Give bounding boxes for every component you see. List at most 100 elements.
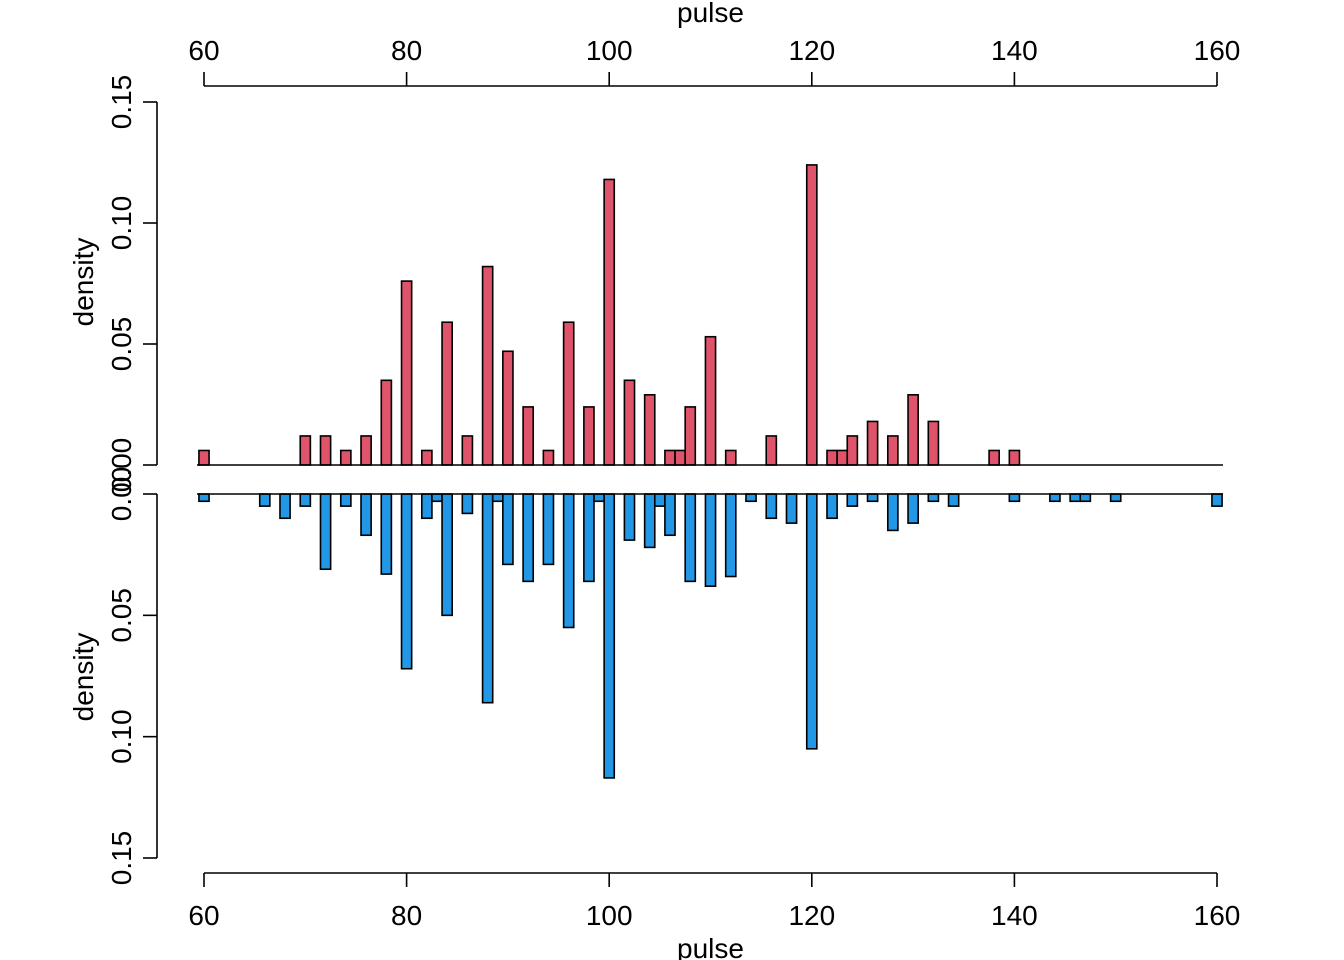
bottom-bar: [846, 493, 859, 507]
bottom-bar: [1008, 493, 1021, 503]
bottom-bar: [400, 493, 413, 670]
top-bar: [400, 280, 413, 466]
bottom-bar: [339, 493, 352, 507]
bottom-bar: [1049, 493, 1061, 503]
top-y-tick-label: 0.15: [106, 75, 137, 130]
top-bar: [704, 335, 717, 466]
top-bar: [765, 435, 778, 466]
bottom-bar: [360, 493, 372, 537]
top-bar: [360, 435, 372, 466]
top-bar: [826, 449, 838, 466]
top-x-tick-label: 80: [391, 35, 422, 66]
bottom-bar: [1211, 493, 1223, 507]
top-y-axis-title: density: [68, 238, 99, 327]
top-bar: [339, 449, 352, 466]
top-x-tick-label: 100: [586, 35, 633, 66]
bottom-bar: [684, 493, 697, 583]
bottom-y-tick-label: 0.15: [106, 831, 137, 886]
bottom-bar: [907, 493, 919, 524]
bottom-bar: [542, 493, 555, 566]
top-x-axis-title: pulse: [677, 0, 744, 28]
bottom-bar: [643, 493, 656, 549]
top-bar: [481, 265, 494, 466]
bottom-bar: [522, 493, 535, 583]
top-x-tick-label: 140: [991, 35, 1038, 66]
bottom-x-tick-label: 140: [991, 900, 1038, 931]
bottom-bar: [258, 493, 271, 507]
top-bar: [907, 394, 919, 466]
bottom-bar: [593, 493, 605, 503]
top-bar: [562, 321, 575, 466]
top-bar: [724, 449, 737, 466]
bottom-bar: [420, 493, 433, 520]
bottom-x-tick-label: 100: [586, 900, 633, 931]
top-bar: [643, 394, 656, 466]
bottom-bar: [947, 493, 960, 507]
bottom-bar: [299, 493, 312, 507]
top-bar: [522, 406, 535, 466]
bottom-bar: [603, 493, 616, 779]
top-bar: [420, 449, 433, 466]
bottom-bar: [431, 493, 443, 503]
top-y-tick-label: 0.10: [106, 196, 137, 251]
top-bar: [886, 435, 899, 466]
bottom-y-tick-label: 0.00: [106, 467, 137, 522]
bottom-x-tick-label: 80: [391, 900, 422, 931]
bottom-bar: [866, 493, 879, 503]
bottom-bar: [785, 493, 798, 524]
bottom-bar: [279, 493, 291, 520]
top-bar: [623, 379, 636, 466]
top-bar: [805, 164, 818, 466]
top-bar: [674, 449, 686, 466]
top-bar: [461, 435, 474, 466]
bottom-bar: [1079, 493, 1092, 503]
bottom-bar: [664, 493, 676, 537]
bottom-bar: [653, 493, 666, 507]
bottom-bar: [765, 493, 778, 520]
bottom-bar: [481, 493, 494, 704]
bottom-x-tick-label: 120: [788, 900, 835, 931]
top-panel: [198, 164, 1021, 466]
top-bar: [299, 435, 312, 466]
bottom-bar: [927, 493, 940, 503]
top-bar: [684, 406, 697, 466]
bottom-bar: [319, 493, 332, 571]
bottom-y-axis-title: density: [68, 633, 99, 722]
bottom-bar: [441, 493, 453, 617]
bottom-bar: [198, 493, 210, 503]
top-bar: [542, 449, 555, 466]
bottom-bar: [1069, 493, 1082, 503]
top-bar: [836, 449, 849, 466]
top-bar: [502, 350, 514, 466]
top-bar: [927, 420, 940, 466]
bottom-bar: [724, 493, 737, 578]
bottom-x-axis-title: pulse: [677, 933, 744, 960]
bottom-y-tick-label: 0.10: [106, 709, 137, 764]
axes: 60 80 100 120 140 160 pulse 60 80 100 120 140 160 pul…: [68, 0, 1240, 960]
bottom-bar: [1109, 493, 1122, 503]
bottom-x-tick-label: 60: [188, 900, 219, 931]
top-bar: [583, 406, 595, 466]
top-x-tick-label: 160: [1194, 35, 1241, 66]
bottom-y-tick-label: 0.05: [106, 588, 137, 643]
top-bar: [198, 449, 210, 466]
bottom-bar: [805, 493, 818, 750]
top-y-tick-label: 0.05: [106, 317, 137, 372]
top-bar: [1008, 449, 1021, 466]
bottom-bar: [826, 493, 838, 520]
bottom-bar: [380, 493, 393, 575]
top-x-tick-label: 120: [788, 35, 835, 66]
bottom-bar: [562, 493, 575, 629]
top-bar: [603, 178, 616, 466]
top-bar: [664, 449, 676, 466]
bottom-bar: [704, 493, 717, 588]
top-bar: [319, 435, 332, 466]
top-bar: [988, 449, 1001, 466]
bottom-bar: [583, 493, 595, 583]
bottom-bar: [502, 493, 514, 566]
bottom-bar: [491, 493, 504, 503]
bottom-x-tick-label: 160: [1194, 900, 1241, 931]
bottom-panel: [198, 493, 1223, 779]
bottom-bar: [461, 493, 474, 515]
